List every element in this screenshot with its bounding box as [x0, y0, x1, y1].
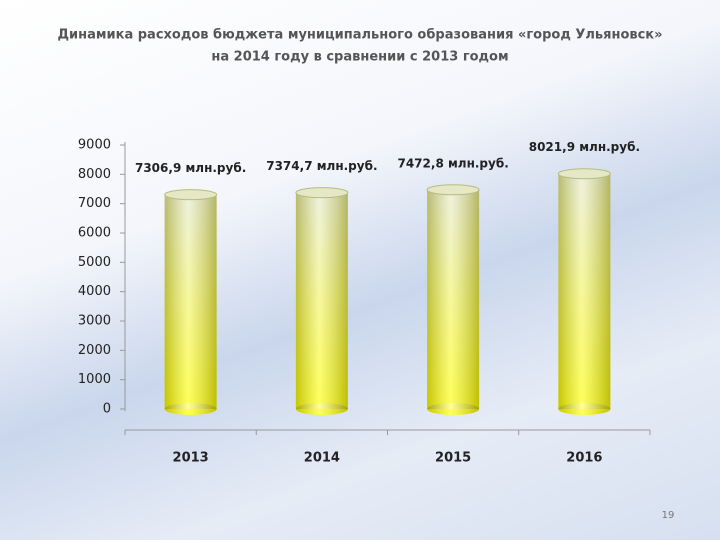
cylinder-base	[295, 403, 348, 415]
cylinder-base	[427, 403, 480, 415]
bar-shading	[164, 194, 217, 409]
x-tick-label: 2015	[435, 451, 471, 466]
y-tick-label: 1000	[78, 372, 111, 387]
cylinder-base	[558, 403, 611, 415]
y-tick-label: 9000	[78, 138, 111, 153]
cylinder-base	[164, 403, 217, 415]
x-tick-label: 2014	[304, 451, 340, 466]
y-tick-label: 8000	[78, 167, 111, 182]
chart-title: Динамика расходов бюджета муниципального…	[57, 28, 662, 43]
bar-shading	[295, 192, 348, 409]
y-tick-label: 2000	[78, 343, 111, 358]
cylinder-top	[557, 168, 611, 180]
value-label: 8021,9 млн.руб.	[529, 140, 640, 154]
cylinder-top	[164, 189, 218, 201]
x-tick-label: 2013	[173, 451, 209, 466]
chart-title: на 2014 году в сравнении с 2013 годом	[211, 50, 508, 65]
cylinder-top	[426, 184, 480, 196]
cylinder-top	[295, 187, 349, 199]
x-tick-label: 2016	[566, 451, 602, 466]
bar-shading	[558, 173, 611, 409]
y-tick-label: 3000	[78, 314, 111, 329]
page-number: 19	[662, 510, 675, 521]
value-label: 7472,8 млн.руб.	[397, 156, 508, 170]
y-tick-label: 7000	[78, 196, 111, 211]
y-tick-label: 0	[103, 402, 111, 417]
y-tick-label: 6000	[78, 226, 111, 241]
y-tick-label: 5000	[78, 255, 111, 270]
value-label: 7306,9 млн.руб.	[135, 161, 246, 175]
bar-shading	[427, 189, 480, 409]
value-label: 7374,7 млн.руб.	[266, 159, 377, 173]
y-tick-label: 4000	[78, 284, 111, 299]
